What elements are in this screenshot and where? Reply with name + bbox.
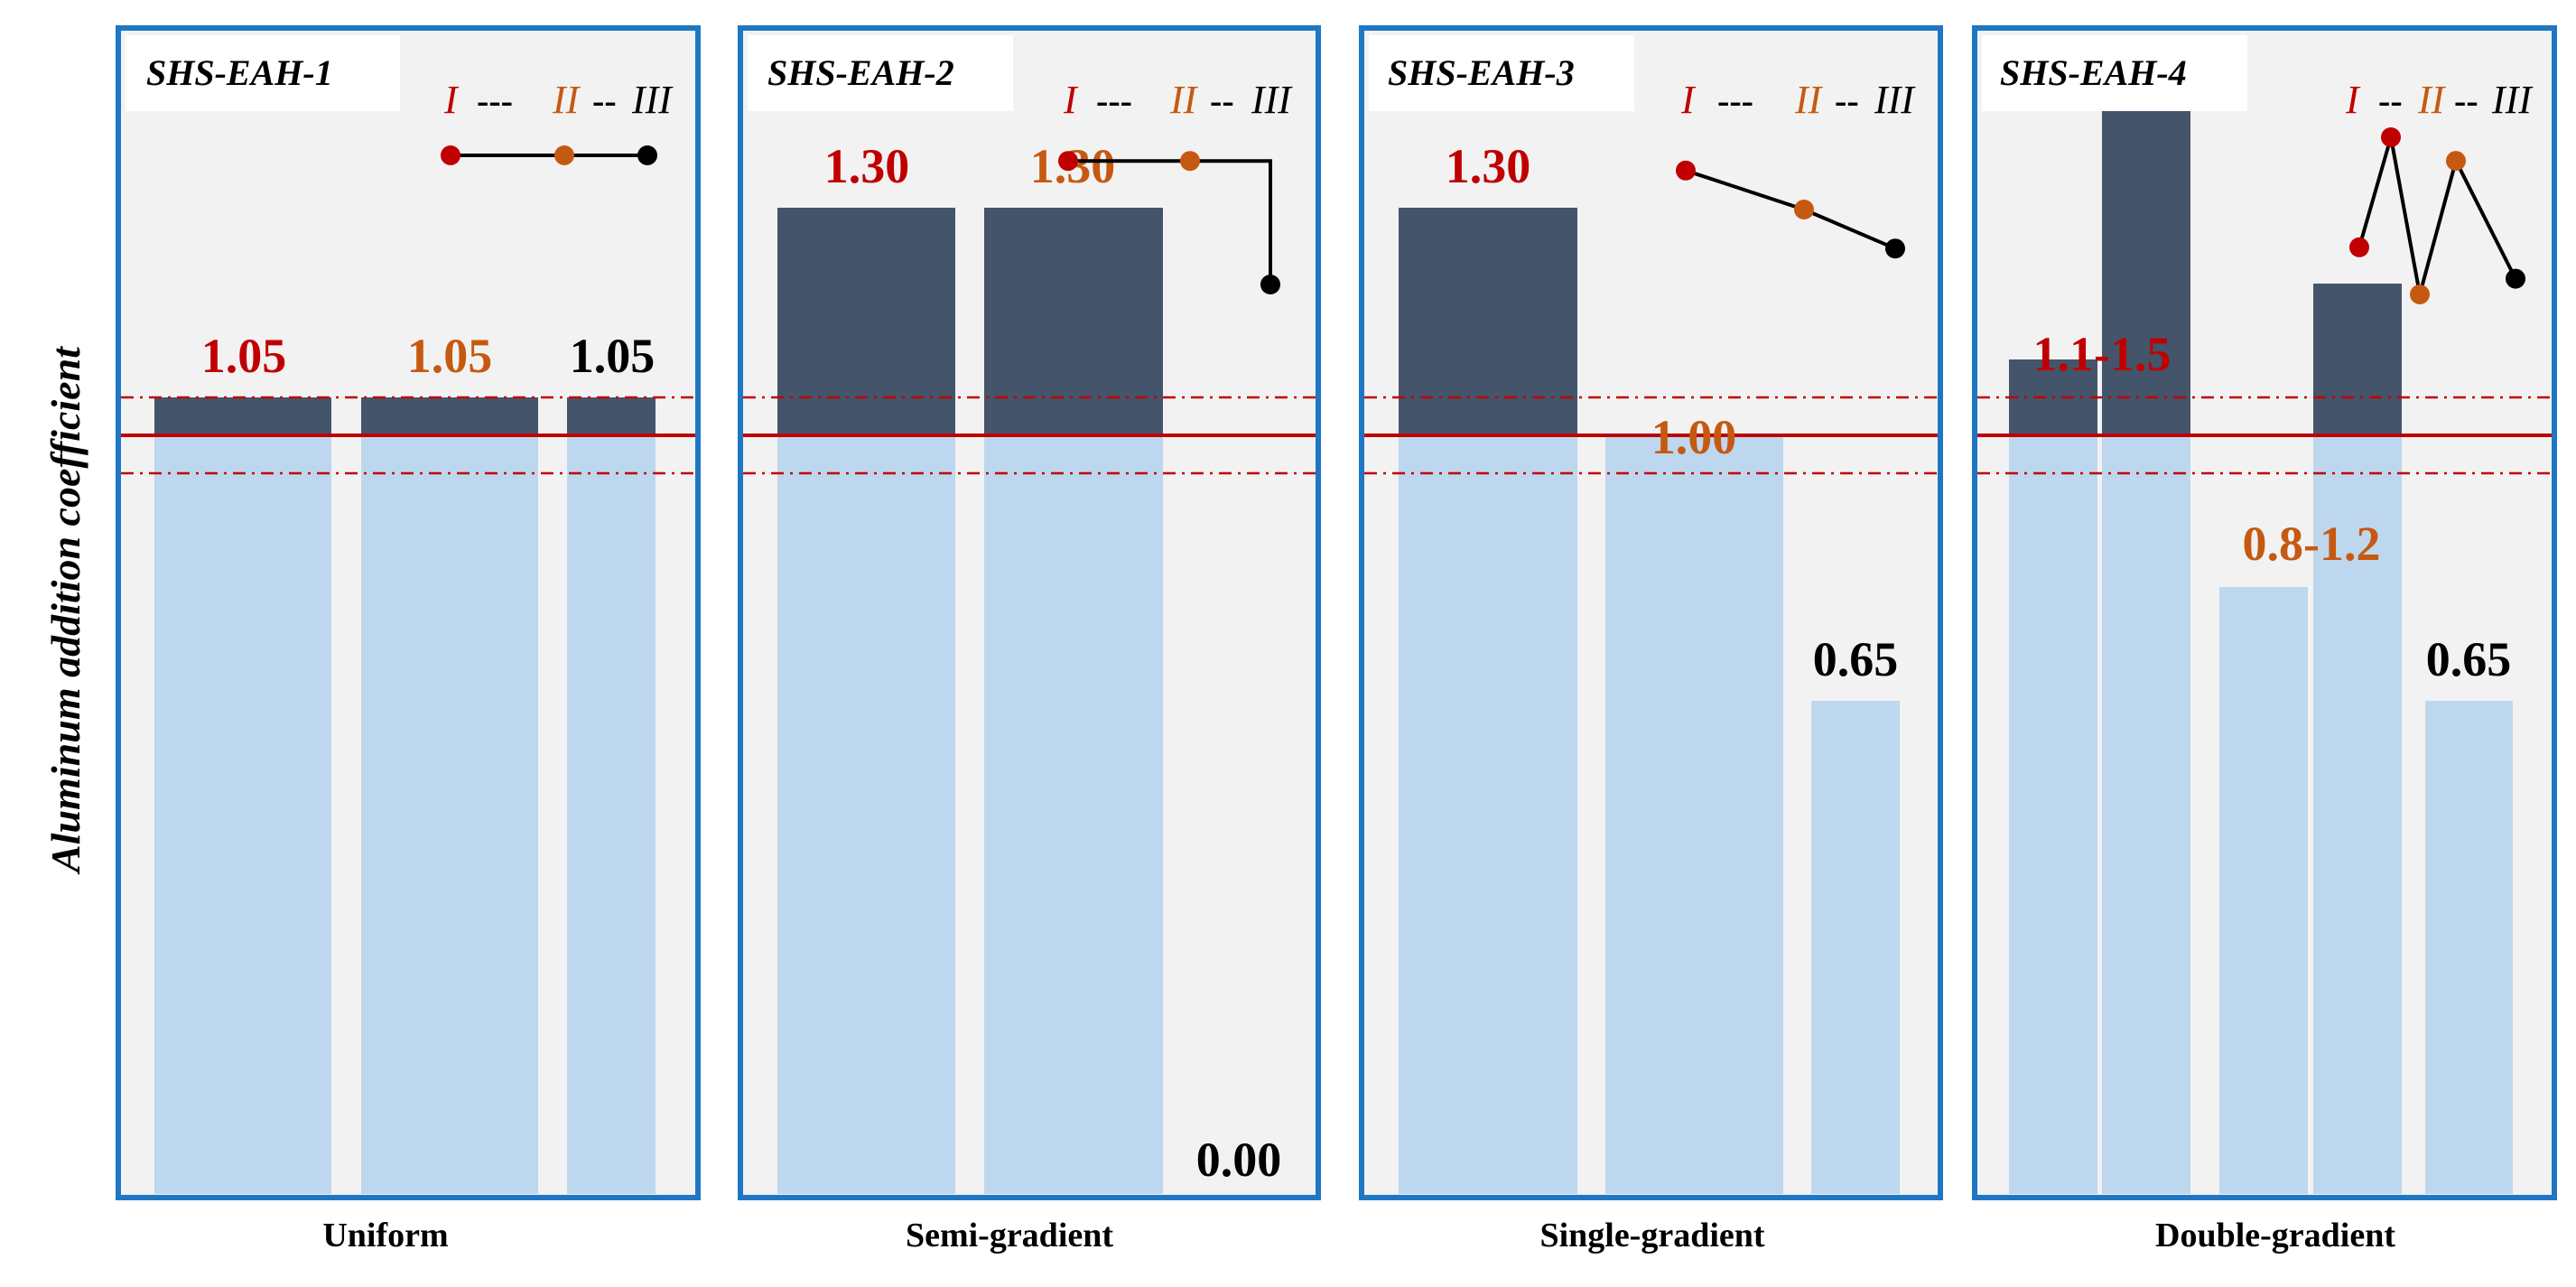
panel-1-title: SHS-EAH-1 xyxy=(146,52,333,93)
panel-2-legend: I --- II -- III xyxy=(1063,78,1293,122)
panel-3-title: SHS-EAH-3 xyxy=(1388,52,1575,93)
panel-4-value-label-2: 0.8-1.2 xyxy=(2243,517,2381,571)
panel-3-value-label-3: 0.65 xyxy=(1813,632,1899,686)
panel-3-title-box xyxy=(1369,35,1634,111)
panel-1-schematic-dot-2 xyxy=(554,145,574,165)
panel-2-category-label: Semi-gradient xyxy=(906,1217,1113,1254)
panel-1-bar-1-excess xyxy=(154,397,331,435)
panel-4-title: SHS-EAH-4 xyxy=(2000,52,2187,93)
panel-4: 1.1-1.5 0.8-1.2 0.65 SHS-EAH-4 I -- II -- … xyxy=(1972,25,2557,1254)
panel-2-value-label-3: 0.00 xyxy=(1196,1133,1282,1187)
panel-1-schematic-dot-1 xyxy=(441,145,460,165)
panel-1-category-label: Uniform xyxy=(322,1217,448,1254)
panel-4-value-label-3: 0.65 xyxy=(2426,632,2512,686)
panel-2-value-label-1: 1.30 xyxy=(824,139,910,193)
panel-3-category-label: Single-gradient xyxy=(1539,1217,1764,1254)
panel-4-plot: 1.1-1.5 0.8-1.2 0.65 xyxy=(1977,56,2552,1194)
panel-3-legend: I --- II -- III xyxy=(1680,78,1916,122)
panel-4-schematic xyxy=(2349,127,2525,304)
panel-4-bar-4-excess xyxy=(2313,284,2402,435)
panel-4-schematic-dot-2 xyxy=(2381,127,2401,147)
panel-4-legend-sep-2: -- xyxy=(2454,80,2478,121)
panel-1-bar-3-excess xyxy=(567,397,656,435)
panel-3-schematic-dot-1 xyxy=(1676,160,1696,181)
panel-4-legend-zone-i: I xyxy=(2345,78,2361,122)
panel-2-schematic-dot-2 xyxy=(1180,151,1200,172)
panel-1-value-label-2: 1.05 xyxy=(407,329,493,383)
panel-2-legend-zone-i: I xyxy=(1063,78,1079,122)
panel-2-bar-1 xyxy=(777,435,955,1194)
panel-2-schematic-dot-3 xyxy=(1260,275,1280,294)
panel-2-schematic-line xyxy=(1068,159,1272,284)
panel-2-schematic-dot-1 xyxy=(1058,151,1078,172)
panel-3-legend-zone-i: I xyxy=(1680,78,1697,122)
panel-3-legend-zone-ii: II xyxy=(1794,78,1824,122)
panel-1-bar-3 xyxy=(567,435,656,1194)
panel-3-value-label-1: 1.30 xyxy=(1446,139,1531,193)
panel-3-legend-sep-2: -- xyxy=(1835,80,1859,121)
panel-3-schematic-dot-2 xyxy=(1794,200,1814,219)
panel-1-plot: 1.05 1.05 1.05 xyxy=(121,329,695,1194)
y-axis-label: Aluminum addition coefficient xyxy=(42,346,88,875)
panel-4-schematic-dot-1 xyxy=(2349,237,2369,257)
panel-1-legend-sep-1: --- xyxy=(477,80,513,121)
panel-1-schematic xyxy=(441,145,657,165)
panel-4-legend: I -- II -- III xyxy=(2345,78,2534,122)
panel-3-bar-2 xyxy=(1605,435,1783,1194)
panel-3-plot: 1.30 1.00 0.65 xyxy=(1364,139,1938,1194)
panel-2-schematic xyxy=(1058,151,1280,294)
panel-1-legend-sep-2: -- xyxy=(592,80,617,121)
panel-2-legend-sep-2: -- xyxy=(1210,80,1234,121)
panel-2: 1.301.300.00 SHS-EAH-2 I --- II -- III S… xyxy=(738,25,1321,1254)
panel-3-bar-3 xyxy=(1811,701,1900,1194)
panel-3-bar-1-excess xyxy=(1399,208,1577,435)
panel-1-value-label-1: 1.05 xyxy=(201,329,287,383)
panel-1-legend-zone-i: I xyxy=(443,78,460,122)
panel-2-bar-2 xyxy=(984,435,1163,1194)
panel-4-schematic-dot-4 xyxy=(2446,151,2466,172)
panel-2-bar-2-excess xyxy=(984,208,1163,435)
panel-4-legend-zone-iii: III xyxy=(2491,78,2534,122)
panel-4-bar-5 xyxy=(2425,701,2513,1194)
panel-2-legend-zone-ii: II xyxy=(1169,78,1199,122)
panel-2-plot: 1.301.300.00 xyxy=(743,139,1316,1194)
panel-1-legend-zone-ii: II xyxy=(552,78,581,122)
panel-4-title-box xyxy=(1982,35,2247,111)
panel-2-bar-1-excess xyxy=(777,208,955,435)
panel-3-bar-1 xyxy=(1399,435,1577,1194)
panel-3: 1.30 1.00 0.65 SHS-EAH-3 I --- II -- III S… xyxy=(1359,25,1943,1254)
panel-2-title: SHS-EAH-2 xyxy=(767,52,954,93)
panel-4-bar-4 xyxy=(2313,435,2402,1194)
panel-1-legend-zone-iii: III xyxy=(631,78,674,122)
panel-2-legend-sep-1: --- xyxy=(1096,80,1132,121)
panel-3-value-label-2: 1.00 xyxy=(1651,410,1737,464)
panel-1-value-label-3: 1.05 xyxy=(570,329,656,383)
panel-4-legend-sep-1: -- xyxy=(2378,80,2403,121)
panel-1-bar-1 xyxy=(154,435,331,1194)
panel-4-legend-zone-ii: II xyxy=(2417,78,2447,122)
panel-3-schematic xyxy=(1676,160,1905,259)
panel-4-bar-3 xyxy=(2219,587,2308,1194)
panel-1: 1.05 1.05 1.05 SHS-EAH-1 I --- II -- III U… xyxy=(116,25,701,1254)
panel-1-schematic-dot-3 xyxy=(637,145,657,165)
panel-4-bar-2 xyxy=(2102,435,2190,1194)
panel-1-legend: I --- II -- III xyxy=(443,78,674,122)
panel-4-category-label: Double-gradient xyxy=(2155,1217,2395,1254)
panel-3-legend-zone-iii: III xyxy=(1874,78,1916,122)
panel-2-title-box xyxy=(748,35,1013,111)
panel-4-bar-1 xyxy=(2009,435,2097,1194)
panel-1-bar-2 xyxy=(361,435,538,1194)
panel-2-legend-zone-iii: III xyxy=(1251,78,1293,122)
panel-1-bar-2-excess xyxy=(361,397,538,435)
panel-4-schematic-dot-5 xyxy=(2506,268,2525,289)
panel-4-bar-2-excess xyxy=(2102,56,2190,435)
panel-3-schematic-dot-3 xyxy=(1885,238,1905,259)
panel-1-title-box xyxy=(126,35,400,111)
panel-3-legend-sep-1: --- xyxy=(1717,80,1753,121)
panel-4-schematic-dot-3 xyxy=(2410,284,2430,304)
panel-4-value-label-1: 1.1-1.5 xyxy=(2033,327,2171,381)
